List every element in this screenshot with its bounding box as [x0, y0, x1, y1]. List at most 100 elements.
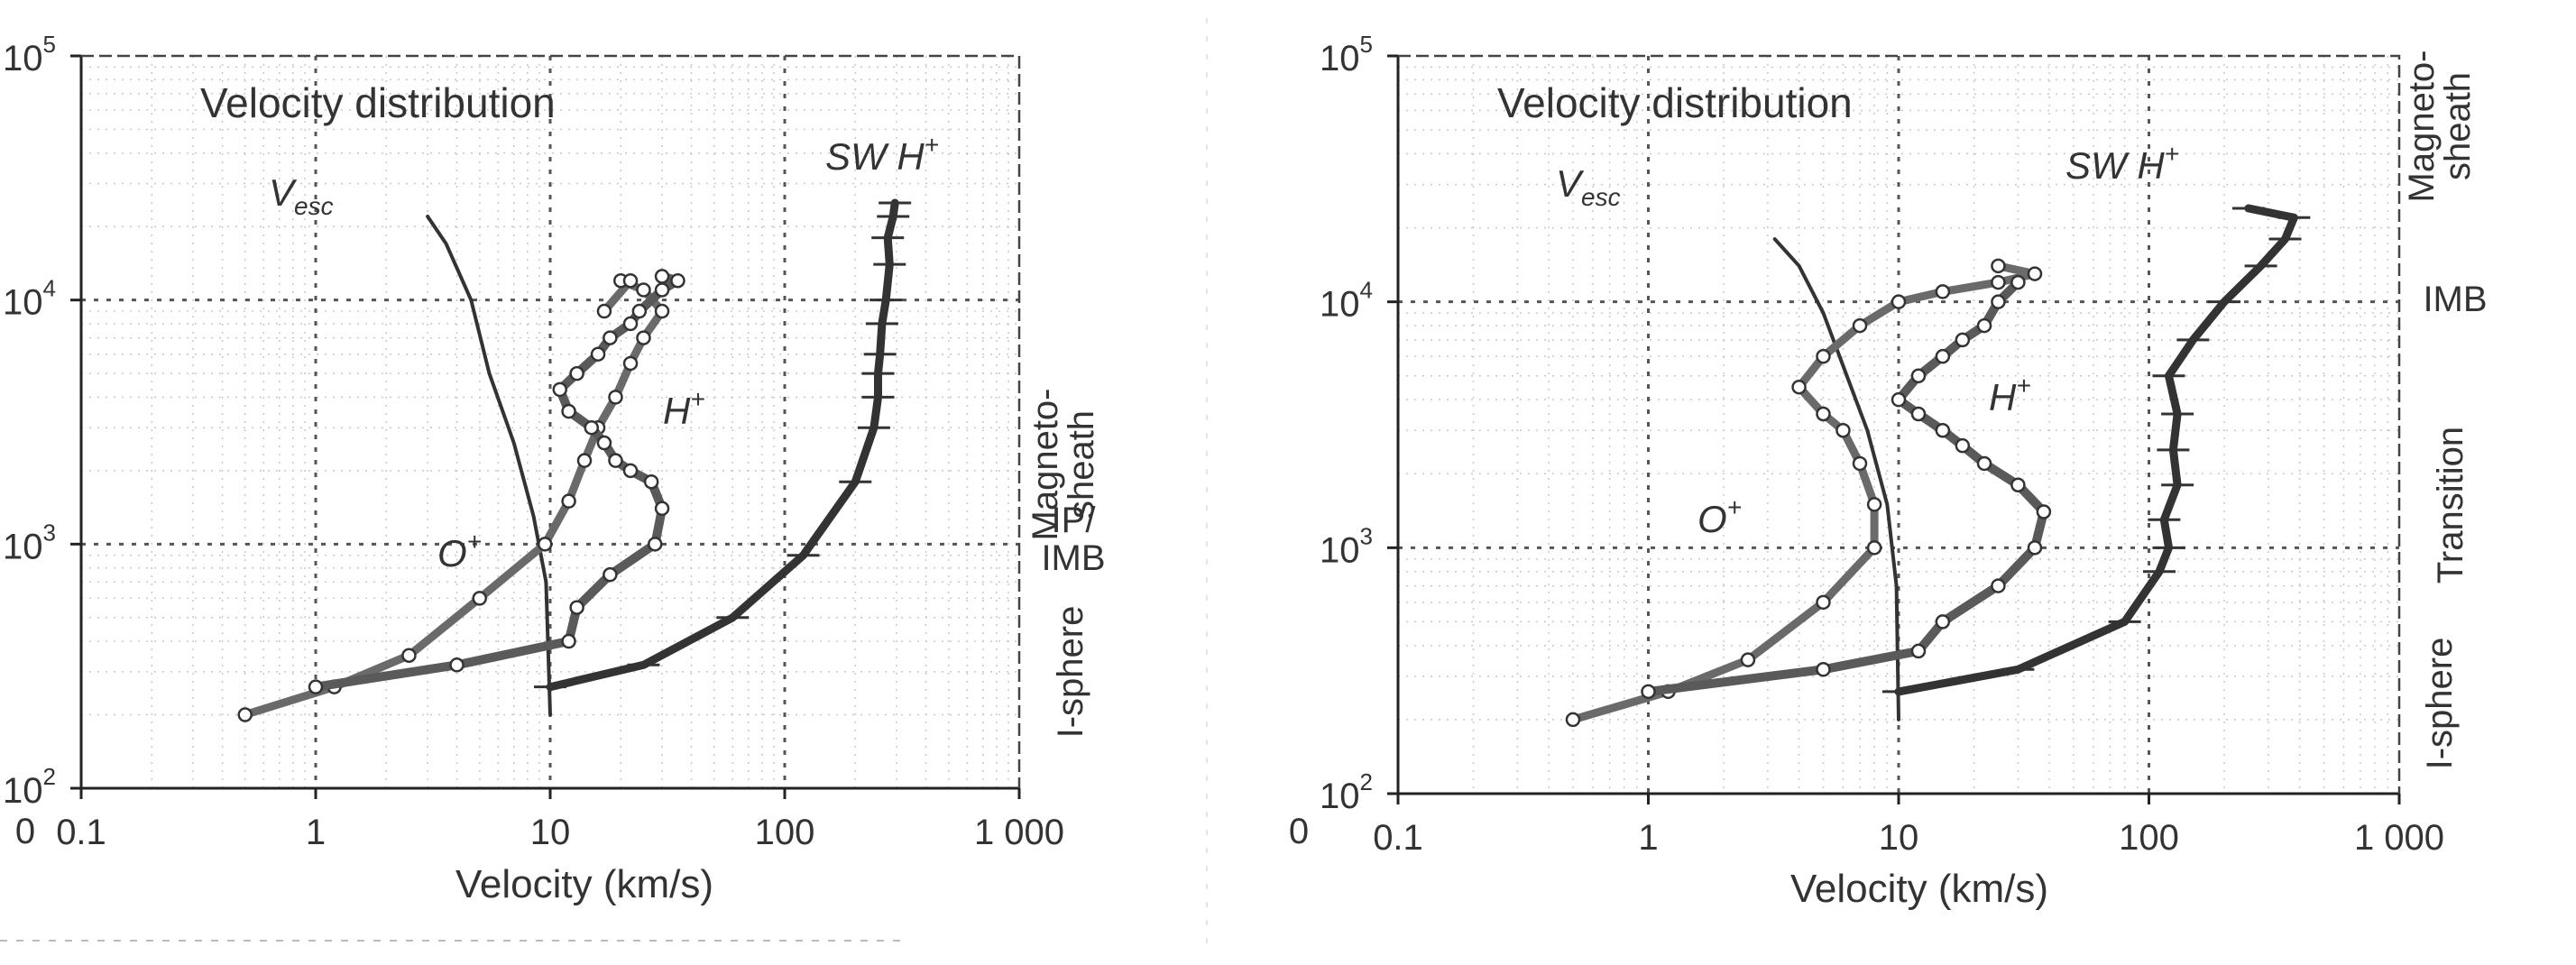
- data-point: [1866, 497, 1882, 512]
- label-sw-h-plus-main: SW H: [825, 135, 925, 178]
- chart-title: Velocity distribution: [200, 79, 556, 126]
- data-point: [569, 365, 584, 381]
- data-point: [2010, 477, 2026, 492]
- label-o-plus-main: O: [437, 532, 467, 574]
- data-point: [1891, 391, 1907, 408]
- label-h-plus-main: H: [663, 390, 691, 432]
- data-point: [654, 303, 670, 319]
- label-h-plus: H+: [663, 385, 705, 432]
- series-line: [1643, 278, 2048, 696]
- region-label-sheath: sheath: [2438, 72, 2478, 180]
- y-tick-label: 105: [1320, 31, 1373, 78]
- x-tick-label: 0.1: [56, 813, 106, 852]
- data-point: [1816, 662, 1831, 677]
- x-tick-label: 0.1: [1373, 818, 1423, 858]
- data-point: [569, 600, 584, 615]
- data-point: [1891, 294, 1907, 309]
- data-point: [2027, 266, 2043, 281]
- data-point: [622, 463, 639, 479]
- label-vesc-main: V: [269, 171, 298, 214]
- data-point: [603, 330, 618, 345]
- data-point: [472, 591, 487, 606]
- data-point: [237, 707, 253, 722]
- y-tick-label: 105: [3, 31, 56, 78]
- region-label-magneto: Magneto-: [2402, 51, 2442, 203]
- data-point: [1910, 643, 1927, 659]
- plot-frame: [1398, 54, 2401, 794]
- data-point: [596, 435, 612, 451]
- data-point: [2027, 540, 2043, 556]
- label-o-plus: O+: [437, 528, 482, 574]
- x-tick-label: 100: [2119, 818, 2179, 858]
- x-origin-label: 0: [15, 812, 35, 851]
- series-sw-h-: [534, 198, 912, 692]
- data-point: [1910, 406, 1927, 422]
- data-point: [1955, 437, 1971, 454]
- data-point: [1852, 317, 1868, 334]
- label-o-plus-main: O: [1697, 498, 1727, 540]
- label-o-plus: O+: [1697, 493, 1742, 540]
- region-label-sheath: sheath: [1062, 410, 1101, 519]
- region-label-magneto: Magneto-: [1026, 389, 1065, 541]
- data-point: [1991, 578, 2006, 593]
- data-point: [2036, 504, 2052, 519]
- region-label-isphere: I-sphere: [1051, 606, 1090, 739]
- region-label-ip: IP/: [1052, 501, 1097, 540]
- plot-frame: [81, 54, 1021, 788]
- region-labels: Magneto- sheath IMB Transition I-sphere: [2402, 51, 2488, 770]
- data-point: [561, 633, 576, 649]
- label-vesc-main: V: [1556, 162, 1585, 205]
- series-vesc: [1772, 237, 1900, 721]
- x-origin-label: 0: [1289, 812, 1309, 851]
- label-sw-h-plus-sup: +: [2165, 140, 2179, 168]
- y-tick-label: 103: [1320, 522, 1373, 570]
- x-tick-label: 1: [1638, 818, 1658, 858]
- data-point: [643, 473, 659, 490]
- data-point: [1991, 274, 2006, 290]
- y-tick-label: 102: [1320, 768, 1373, 816]
- data-point: [654, 269, 670, 284]
- data-point: [608, 453, 623, 468]
- data-point: [308, 679, 324, 694]
- data-point: [1935, 422, 1951, 438]
- region-label-imb: IMB: [1041, 538, 1105, 578]
- label-vesc: Vesc: [1556, 162, 1621, 211]
- chart-title: Velocity distribution: [1497, 79, 1853, 126]
- data-point: [603, 566, 618, 583]
- region-labels: Magneto- sheath IP/ IMB I-sphere: [1026, 389, 1106, 739]
- label-o-plus-sup: +: [1727, 493, 1742, 521]
- velocity-chart-right: 0.1 1 10 100 1 000 102 103 104 105 Velocity dist…: [1289, 31, 2488, 911]
- label-sw-h-plus: SW H+: [825, 131, 939, 178]
- data-point: [1935, 348, 1951, 364]
- data-point: [561, 493, 576, 509]
- label-sw-h-plus: SW H+: [2065, 140, 2179, 187]
- data-point: [648, 537, 663, 552]
- data-point: [596, 303, 612, 319]
- data-point: [1816, 594, 1831, 611]
- label-h-plus-main: H: [1989, 376, 2017, 418]
- label-vesc-sub: esc: [294, 192, 334, 220]
- data-point: [449, 657, 465, 673]
- data-point: [401, 648, 417, 663]
- series-line: [1894, 204, 2298, 696]
- data-point: [654, 501, 670, 517]
- data-point: [576, 453, 593, 468]
- data-point: [1866, 540, 1882, 556]
- data-point: [622, 316, 639, 332]
- series-h-: [1641, 274, 2052, 700]
- label-sw-h-plus-sup: +: [925, 131, 939, 159]
- series-line: [426, 215, 552, 717]
- series-sw-h-: [1882, 204, 2311, 696]
- data-point: [622, 272, 639, 289]
- x-tick-label: 10: [1879, 818, 1919, 858]
- data-point: [2010, 274, 2026, 290]
- data-point: [584, 419, 600, 436]
- data-point: [1991, 258, 2006, 274]
- velocity-chart-left: 0.1 1 10 100 1 000 102 103 104 105 Velocity dist…: [3, 31, 1106, 906]
- data-point: [561, 403, 576, 419]
- data-point: [622, 355, 639, 372]
- region-label-isphere: I-sphere: [2420, 638, 2460, 770]
- region-label-imb: IMB: [2423, 280, 2487, 319]
- data-point: [1835, 422, 1851, 438]
